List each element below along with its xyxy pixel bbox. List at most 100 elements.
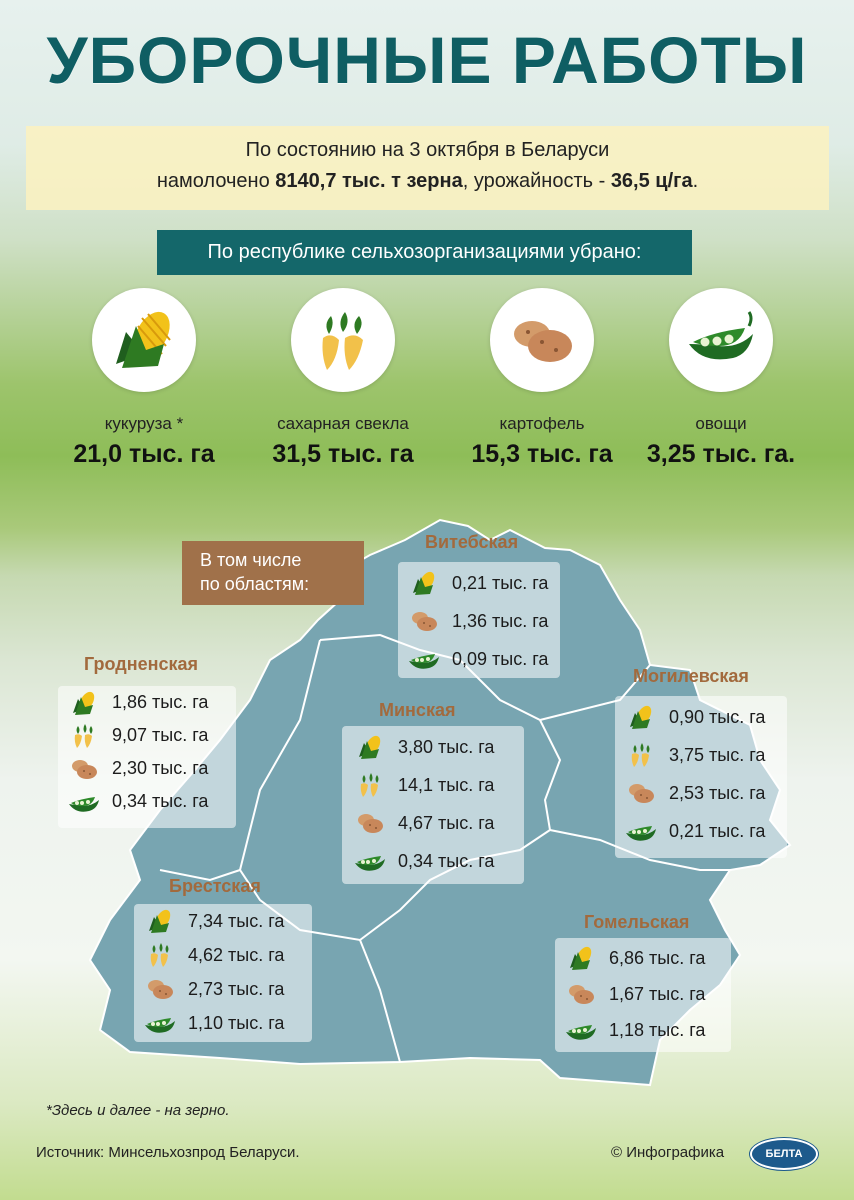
peas-icon xyxy=(404,643,444,675)
source-text: Источник: Минсельхозпрод Беларуси. xyxy=(36,1144,300,1161)
crop-sugar-beet: сахарная свекла 31,5 тыс. га xyxy=(243,288,443,469)
crop-name: сахарная свекла xyxy=(277,414,409,433)
list-item: 1,86 тыс. га xyxy=(64,686,236,719)
list-item: 6,86 тыс. га xyxy=(561,940,731,976)
intro-line-1: По состоянию на 3 октября в Беларуси xyxy=(245,139,610,161)
list-item: 1,67 тыс. га xyxy=(561,976,731,1012)
region-value: 1,18 тыс. га xyxy=(609,1019,706,1040)
intro-text: . xyxy=(692,170,699,192)
list-item: 0,21 тыс. га xyxy=(404,564,560,602)
sugar-beet-icon xyxy=(291,288,395,392)
list-item: 0,34 тыс. га xyxy=(64,785,236,818)
region-value: 0,34 тыс. га xyxy=(398,850,495,871)
region-title-grodno: Гродненская xyxy=(84,654,198,674)
list-item: 1,36 тыс. га xyxy=(404,602,560,640)
region-value: 0,21 тыс. га xyxy=(669,820,766,841)
region-value: 14,1 тыс. га xyxy=(398,774,495,795)
list-item: 4,67 тыс. га xyxy=(350,804,524,842)
list-item: 3,75 тыс. га xyxy=(621,736,787,774)
yield-value: 36,5 ц/га xyxy=(610,170,693,192)
regions-tag: В том числе по областям: xyxy=(182,541,364,605)
list-item: 9,07 тыс. га xyxy=(64,719,236,752)
regions-tag-line-2: по областям: xyxy=(200,574,310,594)
potato-icon xyxy=(490,288,594,392)
intro-text: намолочено xyxy=(156,170,276,192)
footnote: *Здесь и далее - на зерно. xyxy=(46,1102,230,1119)
region-border xyxy=(549,829,730,871)
region-title-gomel: Гомельская xyxy=(584,912,690,932)
region-value: 6,86 тыс. га xyxy=(609,947,706,968)
credit-text: © Инфографика xyxy=(611,1144,725,1161)
region-value: 4,67 тыс. га xyxy=(398,812,495,833)
crop-name: картофель xyxy=(499,414,585,433)
list-item: 0,90 тыс. га xyxy=(621,698,787,736)
potato-icon xyxy=(561,978,601,1010)
region-title-minsk: Минская xyxy=(379,700,456,720)
peas-icon xyxy=(350,845,390,877)
region-value: 0,90 тыс. га xyxy=(669,706,766,727)
peas-icon xyxy=(669,288,773,392)
corn-icon xyxy=(561,942,601,974)
crop-value: 15,3 тыс. га xyxy=(471,440,613,468)
intro-line-2: намолочено 8140,7 тыс. т зерна, урожайно… xyxy=(26,166,829,197)
region-title-vitebsk: Витебская xyxy=(425,532,519,552)
region-value: 2,30 тыс. га xyxy=(112,758,209,778)
grain-total: 8140,7 тыс. т зерна xyxy=(275,170,463,192)
intro-box: По состоянию на 3 октября в Беларуси нам… xyxy=(26,126,829,210)
region-value: 1,10 тыс. га xyxy=(188,1012,285,1033)
corn-icon xyxy=(621,701,661,733)
peas-icon xyxy=(140,1007,180,1039)
crop-potato: картофель 15,3 тыс. га xyxy=(442,288,642,469)
crop-value: 21,0 тыс. га xyxy=(73,440,215,468)
crop-value: 31,5 тыс. га xyxy=(272,440,414,468)
sugar-beet-icon xyxy=(621,739,661,771)
potato-icon xyxy=(621,777,661,809)
list-item: 0,21 тыс. га xyxy=(621,812,787,850)
region-value: 7,34 тыс. га xyxy=(188,910,285,931)
list-item: 2,73 тыс. га xyxy=(140,972,312,1006)
list-item: 4,62 тыс. га xyxy=(140,938,312,972)
corn-icon xyxy=(64,687,104,719)
potato-icon xyxy=(350,807,390,839)
region-value: 1,36 тыс. га xyxy=(452,610,549,631)
peas-icon xyxy=(561,1014,601,1046)
region-value: 9,07 тыс. га xyxy=(112,725,209,745)
list-item: 2,53 тыс. га xyxy=(621,774,787,812)
list-item: 3,80 тыс. га xyxy=(350,728,524,766)
region-value: 0,34 тыс. га xyxy=(112,791,209,811)
region-box-brest: 7,34 тыс. га 4,62 тыс. га 2,73 тыс. га 1… xyxy=(134,904,312,1042)
crop-corn: кукуруза * 21,0 тыс. га xyxy=(44,288,244,469)
region-value: 4,62 тыс. га xyxy=(188,944,285,965)
region-value: 1,86 тыс. га xyxy=(112,692,209,712)
corn-icon xyxy=(92,288,196,392)
region-value: 2,53 тыс. га xyxy=(669,782,766,803)
region-border xyxy=(359,939,401,1063)
region-value: 3,80 тыс. га xyxy=(398,736,495,757)
region-box-mogilev: 0,90 тыс. га 3,75 тыс. га 2,53 тыс. га 0… xyxy=(615,696,787,858)
corn-icon xyxy=(350,731,390,763)
region-box-minsk: 3,80 тыс. га 14,1 тыс. га 4,67 тыс. га 0… xyxy=(342,726,524,884)
belta-logo: БЕЛТА xyxy=(750,1138,818,1170)
region-box-vitebsk: 0,21 тыс. га 1,36 тыс. га 0,09 тыс. га xyxy=(398,562,560,678)
regions-tag-line-1: В том числе xyxy=(200,550,302,570)
region-title-brest: Брестская xyxy=(169,876,261,896)
corn-icon xyxy=(404,567,444,599)
page-title: УБОРОЧНЫЕ РАБОТЫ xyxy=(46,23,808,97)
peas-icon xyxy=(64,786,104,818)
peas-icon xyxy=(621,815,661,847)
list-item: 1,18 тыс. га xyxy=(561,1012,731,1048)
region-value: 2,73 тыс. га xyxy=(188,978,285,999)
region-box-gomel: 6,86 тыс. га 1,67 тыс. га 1,18 тыс. га xyxy=(555,938,731,1052)
crop-vegetables: овощи 3,25 тыс. га. xyxy=(621,288,821,469)
corn-icon xyxy=(140,905,180,937)
region-value: 0,21 тыс. га xyxy=(452,572,549,593)
crop-value: 3,25 тыс. га. xyxy=(646,440,796,468)
sugar-beet-icon xyxy=(64,720,104,752)
list-item: 0,34 тыс. га xyxy=(350,842,524,880)
republic-banner: По республике сельхозорганизациями убран… xyxy=(157,230,692,275)
region-value: 1,67 тыс. га xyxy=(609,983,706,1004)
region-value: 3,75 тыс. га xyxy=(669,744,766,765)
potato-icon xyxy=(64,753,104,785)
region-title-mogilev: Могилевская xyxy=(633,666,749,686)
list-item: 1,10 тыс. га xyxy=(140,1006,312,1040)
